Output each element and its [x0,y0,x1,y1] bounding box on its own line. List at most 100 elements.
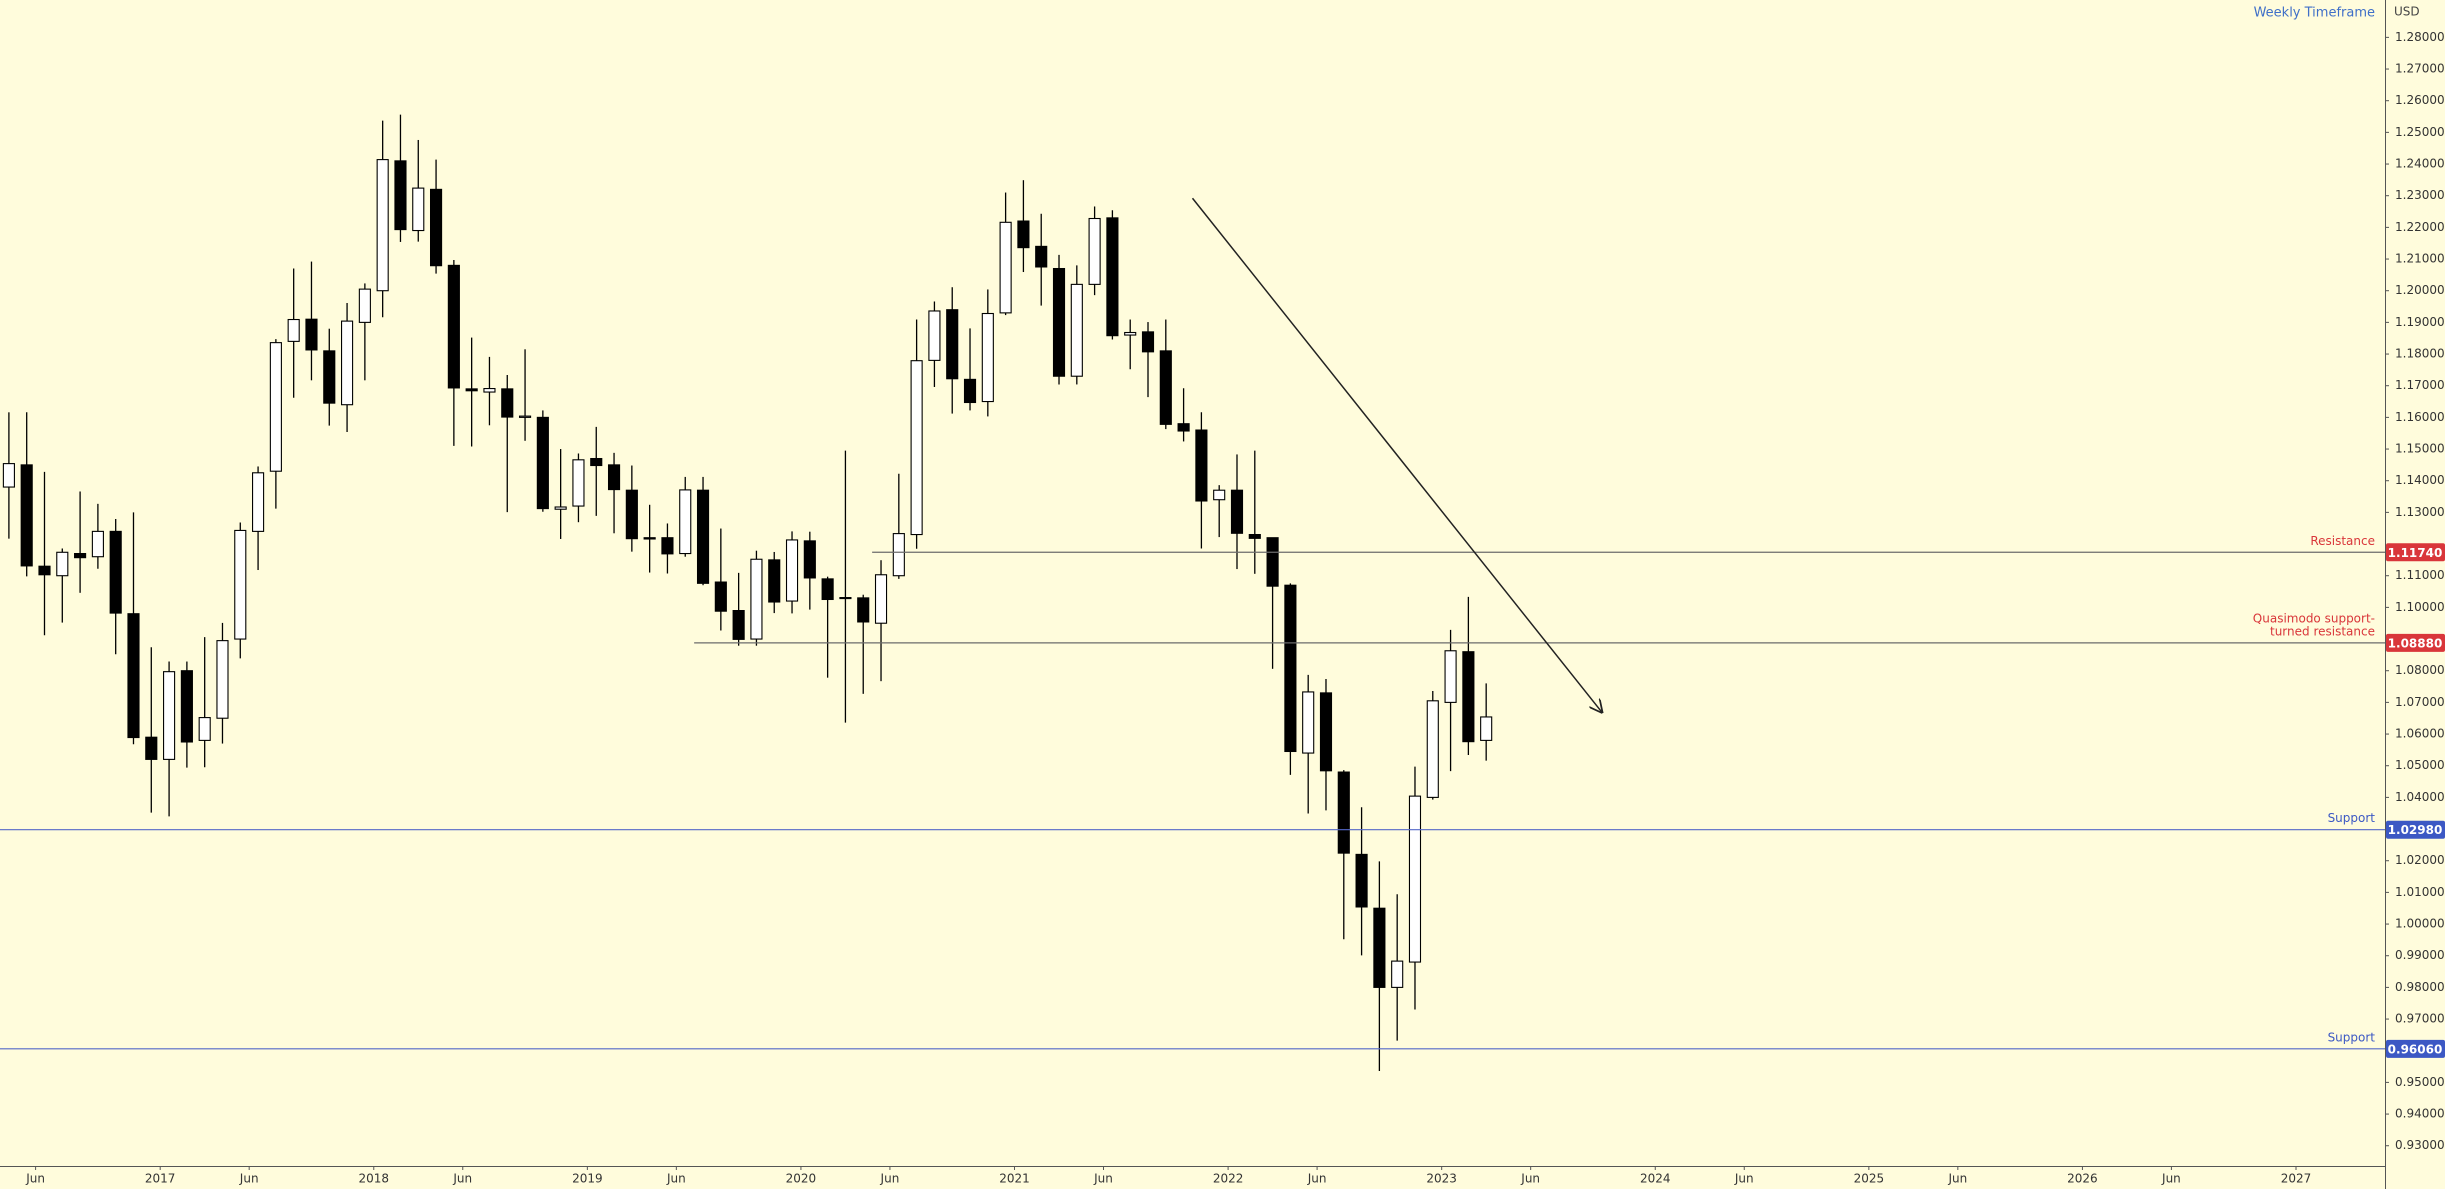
candle-body [394,160,407,231]
candle-body [714,581,727,612]
candle-body [1213,489,1226,501]
candle-body [946,309,959,380]
candle-body [679,489,692,555]
candle-body [1266,537,1279,587]
candle-body [1248,533,1261,539]
candle-body [572,459,585,507]
x-tick-label: Jun [1734,1172,1754,1186]
candle-body [38,565,51,576]
y-tick-label: 1.23000 [2395,188,2445,202]
candle-body [74,552,87,559]
x-tick-label: 2027 [2281,1172,2312,1186]
candle-body [1230,489,1244,534]
candle-body [20,464,33,567]
y-tick-label: 1.07000 [2395,695,2445,709]
y-tick-label: 1.01000 [2395,885,2445,899]
y-tick-label: 1.05000 [2395,758,2445,772]
candle-body [180,670,193,743]
candle-body [910,360,923,536]
candle-body [768,559,781,603]
y-tick-label: 1.22000 [2395,220,2445,234]
y-tick-label: 0.94000 [2395,1107,2445,1121]
candle-body [857,597,870,623]
candle-body [1444,650,1457,703]
price-label: 1.08880 [2388,636,2443,650]
candle-body [963,378,977,404]
y-tick-label: 1.26000 [2395,93,2445,107]
candle-body [928,310,941,361]
candle-body [1141,331,1155,353]
x-tick-label: 2020 [786,1172,817,1186]
x-tick-label: 2023 [1426,1172,1457,1186]
x-tick-label: Jun [1520,1172,1540,1186]
y-tick-label: 1.14000 [2395,473,2445,487]
x-tick-label: Jun [1307,1172,1327,1186]
y-tick-label: 1.28000 [2395,30,2445,44]
y-tick-label: 1.11000 [2395,568,2445,582]
candle-body [1462,651,1475,743]
candle-body [1177,423,1190,432]
price-label-box [2386,633,2445,652]
candle-body [1017,220,1030,249]
candle-body [536,416,549,510]
candle-body [1319,692,1333,772]
y-tick-label: 0.93000 [2395,1138,2445,1152]
price-label-box [2386,820,2445,839]
y-tick-label: 1.02000 [2395,853,2445,867]
candle-body [91,530,104,558]
plot-area [2,114,1493,1071]
price-label: 1.02980 [2388,823,2443,837]
candle-body [109,530,122,614]
candle-body [874,574,888,624]
y-tick-label: 1.20000 [2395,283,2445,297]
candle-body [590,457,603,467]
y-tick-label: 0.95000 [2395,1075,2445,1089]
candle-body [234,529,247,640]
candle-body [483,388,496,393]
candle-body [465,388,478,392]
candle-body [625,489,638,540]
candle-body [518,415,532,418]
trend-line [1191,197,1602,712]
candle-body [696,489,710,584]
x-tick-label: 2019 [572,1172,603,1186]
y-tick-label: 1.27000 [2395,62,2445,76]
y-tick-label: 0.98000 [2395,980,2445,994]
candle-body [412,187,425,232]
candle-body [554,506,567,510]
y-tick-label: 1.00000 [2395,917,2445,931]
candle-body [323,350,336,404]
y-tick-label: 1.19000 [2395,315,2445,329]
candle-body [305,318,318,351]
candle-body [56,551,69,577]
y-tick-label: 1.16000 [2395,410,2445,424]
price-label-box [2386,1039,2445,1058]
x-tick-label: Jun [666,1172,686,1186]
y-tick-label: 1.08000 [2395,663,2445,677]
y-tick-label: 1.10000 [2395,600,2445,614]
candle-body [892,533,905,577]
candle-body [1391,960,1404,988]
x-tick-label: 2022 [1213,1172,1244,1186]
candle-body [1426,700,1439,798]
candle-body [163,671,176,760]
y-tick-label: 1.24000 [2395,157,2445,171]
candle-body [252,472,265,532]
chart-title: Weekly Timeframe [2254,6,2375,21]
candle-body [1035,245,1048,268]
price-label: 0.96060 [2388,1042,2443,1056]
candle-body [287,318,300,342]
level-label: turned resistance [2270,624,2375,638]
candle-body [269,342,282,472]
candle-body [999,221,1012,314]
x-tick-label: 2025 [1854,1172,1885,1186]
candle-body [358,288,371,323]
y-tick-label: 1.13000 [2395,505,2445,519]
x-tick-label: Jun [1093,1172,1113,1186]
level-label: Quasimodo support- [2253,611,2375,625]
price-label: 1.11740 [2388,546,2443,560]
candle-body [1070,283,1083,377]
candle-body [2,463,15,488]
